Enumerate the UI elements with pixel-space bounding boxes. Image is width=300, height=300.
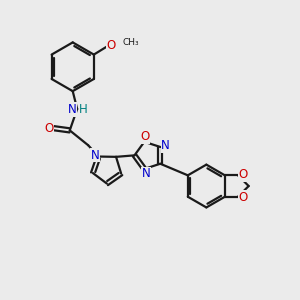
Text: O: O xyxy=(140,130,150,143)
Text: O: O xyxy=(239,191,248,204)
Text: O: O xyxy=(106,39,116,52)
Text: N: N xyxy=(161,139,170,152)
Text: N: N xyxy=(141,167,150,181)
Text: O: O xyxy=(44,122,54,134)
Text: CH₃: CH₃ xyxy=(123,38,139,47)
Text: N: N xyxy=(68,103,76,116)
Text: N: N xyxy=(91,148,99,162)
Text: O: O xyxy=(239,168,248,181)
Text: H: H xyxy=(79,103,88,116)
